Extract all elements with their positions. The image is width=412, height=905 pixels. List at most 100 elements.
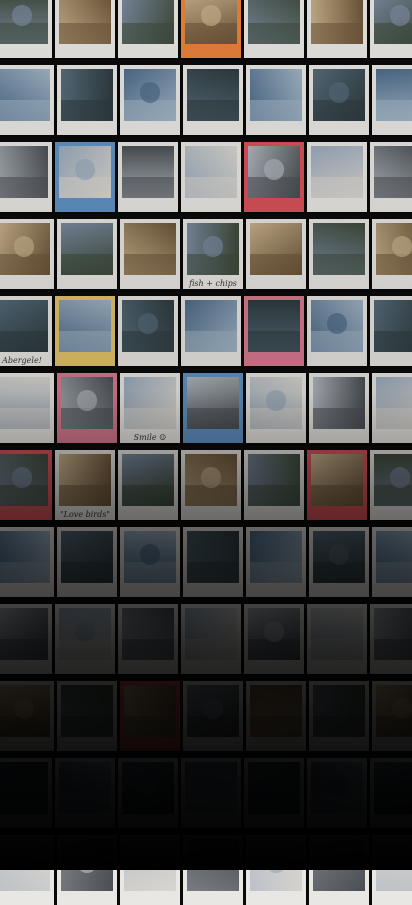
polaroid-photo: fish + chips (183, 219, 243, 289)
polaroid-photo (0, 373, 54, 443)
photo-image (59, 608, 111, 660)
polaroid-photo (181, 604, 241, 674)
polaroid-photo (309, 527, 369, 597)
photo-image (250, 839, 302, 891)
photo-image (376, 685, 412, 737)
photo-image (61, 69, 113, 121)
polaroid-photo (183, 835, 243, 905)
polaroid-photo (0, 527, 54, 597)
photo-image (0, 0, 48, 44)
photo-image (313, 839, 365, 891)
polaroid-caption: "Love birds" (59, 510, 110, 519)
polaroid-photo (57, 835, 117, 905)
polaroid-photo (307, 0, 367, 58)
polaroid-photo (0, 450, 52, 520)
photo-image (187, 685, 239, 737)
polaroid-photo (0, 219, 54, 289)
polaroid-photo (246, 681, 306, 751)
polaroid-photo (118, 604, 178, 674)
polaroid-photo (183, 681, 243, 751)
photo-image (59, 0, 111, 44)
polaroid-photo (372, 219, 412, 289)
polaroid-photo (244, 142, 304, 212)
photo-image (124, 839, 176, 891)
polaroid-photo (244, 758, 304, 828)
polaroid-photo (307, 758, 367, 828)
polaroid-photo (307, 604, 367, 674)
photo-image (374, 608, 412, 660)
polaroid-photo (57, 681, 117, 751)
photo-image (250, 685, 302, 737)
polaroid-photo (120, 835, 180, 905)
polaroid-photo (370, 758, 412, 828)
polaroid-photo (309, 681, 369, 751)
photo-image (374, 454, 412, 506)
polaroid-photo (307, 450, 367, 520)
photo-image (0, 685, 50, 737)
polaroid-photo (307, 142, 367, 212)
photo-image (313, 377, 365, 429)
polaroid-photo (55, 758, 115, 828)
photo-image (313, 69, 365, 121)
photo-image (122, 0, 174, 44)
polaroid-caption: Abergele! (2, 356, 42, 365)
polaroid-photo (183, 527, 243, 597)
photo-image (187, 69, 239, 121)
photo-image (250, 69, 302, 121)
photo-image (122, 146, 174, 198)
photo-image (376, 531, 412, 583)
polaroid-photo (0, 835, 54, 905)
photo-image (59, 762, 111, 814)
polaroid-photo (0, 604, 52, 674)
photo-image (61, 839, 113, 891)
polaroid-photo (0, 758, 52, 828)
photo-image (0, 762, 48, 814)
polaroid-photo (372, 681, 412, 751)
polaroid-photo (183, 373, 243, 443)
polaroid-photo (372, 373, 412, 443)
photo-image (124, 531, 176, 583)
polaroid-photo (118, 142, 178, 212)
photo-image (61, 685, 113, 737)
photo-image (313, 223, 365, 275)
polaroid-caption: fish + chips (189, 279, 237, 288)
photo-image (61, 377, 113, 429)
polaroid-photo: Smile ☺ (120, 373, 180, 443)
photo-image (0, 839, 50, 891)
photo-image (250, 531, 302, 583)
polaroid-photo (370, 450, 412, 520)
polaroid-photo (57, 219, 117, 289)
polaroid-photo (244, 450, 304, 520)
photo-image (376, 223, 412, 275)
photo-image (313, 685, 365, 737)
photo-image (122, 608, 174, 660)
photo-image (61, 531, 113, 583)
polaroid-photo (0, 681, 54, 751)
polaroid-photo (309, 835, 369, 905)
photo-image (250, 223, 302, 275)
photo-image (311, 762, 363, 814)
polaroid-photo (370, 604, 412, 674)
photo-image (187, 531, 239, 583)
photo-image (124, 223, 176, 275)
photo-image (185, 300, 237, 352)
polaroid-photo (120, 219, 180, 289)
polaroid-photo (183, 65, 243, 135)
photo-image (248, 300, 300, 352)
polaroid-photo (246, 835, 306, 905)
photo-image (122, 454, 174, 506)
photo-image (187, 839, 239, 891)
photo-image (185, 454, 237, 506)
polaroid-photo (0, 142, 52, 212)
polaroid-photo (120, 527, 180, 597)
polaroid-photo (55, 142, 115, 212)
polaroid-photo (181, 450, 241, 520)
photo-image (185, 146, 237, 198)
photo-image (376, 839, 412, 891)
photo-image (187, 223, 239, 275)
photo-image (124, 685, 176, 737)
photo-image (311, 608, 363, 660)
polaroid-photo (181, 0, 241, 58)
polaroid-photo (0, 0, 52, 58)
photo-image (0, 223, 50, 275)
